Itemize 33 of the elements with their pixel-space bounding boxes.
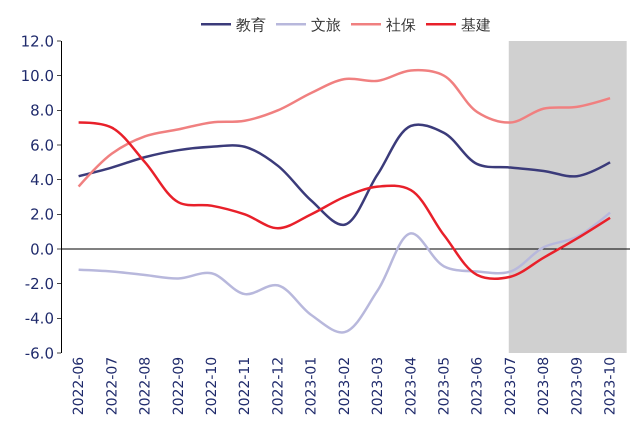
y-tick-label: -4.0 [24,310,54,328]
y-tick-label: -2.0 [24,274,54,293]
x-tick-label: 2023-01 [304,356,320,416]
legend-label: 教育 [236,16,266,34]
legend-label: 基建 [461,16,491,34]
y-tick-label: 2.0 [30,206,54,224]
y-tick-label: -6.0 [24,344,54,362]
x-tick-label: 2022-08 [138,356,154,416]
x-tick-label: 2023-05 [436,356,453,416]
x-tick-label: 2023-10 [602,356,619,416]
legend-label: 文旅 [311,16,341,34]
y-tick-label: 10.0 [20,66,54,85]
x-tick-label: 2023-08 [536,356,552,416]
legend-label: 社保 [386,16,416,34]
x-tick-label: 2022-12 [270,356,286,416]
x-tick-label: 2023-02 [336,356,353,416]
y-tick-label: 8.0 [30,102,54,120]
y-tick-label: 12.0 [20,32,54,50]
x-tick-label: 2022-11 [237,356,254,416]
x-tick-label: 2023-06 [470,356,486,416]
x-tick-label: 2022-10 [204,356,220,416]
line-series [77,211,612,334]
y-tick-label: 4.0 [30,170,54,189]
line-series [77,68,612,188]
y-tick-label: 6.0 [30,136,54,154]
x-tick-label: 2023-03 [370,356,386,416]
y-tick-label: 0.0 [30,240,54,258]
x-tick-label: 2022-07 [104,356,120,416]
x-tick-label: 2023-04 [403,356,420,416]
x-tick-label: 2023-07 [502,356,519,416]
x-tick-label: 2022-06 [71,356,88,416]
x-tick-label: 2023-09 [569,356,586,416]
x-tick-label: 2022-09 [170,356,187,416]
